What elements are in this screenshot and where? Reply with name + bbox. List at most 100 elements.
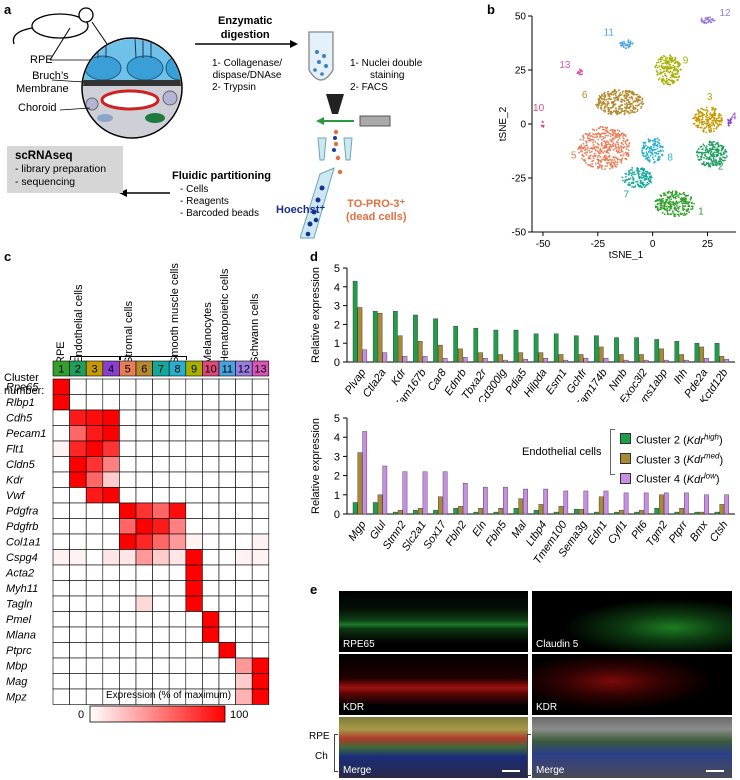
tsne-point	[629, 103, 632, 106]
heatmap-cell	[202, 425, 220, 442]
tsne-point	[597, 99, 600, 102]
tsne-point	[597, 138, 599, 141]
tsne-y-tick-label: -50	[512, 228, 527, 239]
heatmap-cell	[251, 626, 270, 643]
tsne-point	[668, 190, 670, 193]
heatmap-cell	[218, 487, 236, 504]
tsne-cluster-6	[595, 88, 645, 116]
tsne-point	[691, 207, 694, 210]
tsne-point	[651, 139, 654, 142]
tsne-point	[593, 136, 595, 139]
heatmap-cell	[102, 502, 120, 519]
bar-bottom-y-tick-label: 2	[334, 471, 340, 483]
heatmap-cell	[251, 471, 270, 488]
tsne-point	[627, 183, 629, 186]
heatmap-cell	[218, 595, 236, 612]
heatmap-cell	[119, 533, 137, 550]
tsne-point	[625, 102, 628, 105]
heatmap-cell	[85, 425, 104, 442]
heatmap-cell	[135, 440, 153, 457]
tsne-point	[698, 118, 701, 120]
heatmap-cell	[235, 394, 253, 411]
tsne-point	[622, 137, 625, 140]
bar-bottom-bar	[654, 508, 660, 515]
tsne-point	[592, 157, 595, 160]
tsne-point	[635, 104, 637, 107]
tsne-point	[620, 149, 623, 152]
gene-label-Kdr: Kdr	[6, 475, 24, 487]
tsne-point	[673, 194, 676, 196]
tsne-point	[630, 174, 633, 177]
tsne-point	[710, 18, 713, 21]
heatmap-cell	[52, 688, 70, 705]
tsne-point	[674, 208, 677, 211]
tsne-point	[631, 109, 634, 112]
tsne-point	[676, 61, 679, 64]
bar-top-bar	[533, 333, 539, 363]
bar-top-category-label: Esm1	[544, 367, 570, 397]
heatmap-cell	[69, 502, 87, 519]
panel-b-label: b	[487, 2, 495, 17]
tsne-point	[622, 99, 624, 101]
tsne-point	[676, 202, 679, 205]
tsne-point	[633, 108, 635, 111]
tsne-point	[663, 213, 666, 216]
bar-top-bar	[503, 359, 508, 363]
bar-bottom-bar	[417, 508, 423, 515]
tsne-point	[710, 114, 713, 117]
tsne-point	[628, 91, 630, 94]
heatmap-cell	[152, 673, 170, 690]
tsne-point	[599, 96, 601, 99]
fluidic-item-reagents: - Reagents	[180, 196, 229, 207]
heatmap-cell	[251, 533, 270, 550]
tsne-point	[594, 133, 597, 135]
tsne-point	[632, 106, 635, 108]
heatmap-cell	[168, 487, 187, 504]
tsne-point	[589, 147, 591, 150]
tsne-point	[640, 176, 643, 179]
tsne-point	[597, 127, 600, 130]
tsne-point	[646, 170, 649, 173]
tsne-point	[705, 157, 708, 160]
tsne-point	[633, 111, 636, 114]
tsne-point	[618, 96, 620, 98]
tsne-point	[592, 141, 594, 144]
tsne-point	[715, 119, 718, 122]
tsne-point	[657, 157, 660, 160]
tsne-point	[628, 103, 630, 106]
bar-bottom-bar	[724, 494, 729, 515]
tsne-point	[608, 132, 610, 134]
tsne-point	[669, 65, 671, 67]
image-label-kdr-right: KDR	[536, 702, 558, 713]
tsne-point	[674, 190, 677, 193]
heatmap-cell	[52, 580, 70, 597]
tsne-point	[627, 39, 630, 42]
tsne-point	[664, 203, 666, 206]
tsne-point	[660, 80, 663, 83]
tsne-point	[610, 162, 612, 165]
tsne-point	[606, 103, 609, 105]
tsne-point	[581, 153, 584, 156]
tsne-point	[638, 185, 640, 188]
tsne-point	[660, 58, 663, 61]
tsne-point	[673, 62, 676, 65]
tsne-point	[714, 148, 716, 151]
tsne-point	[585, 140, 588, 143]
choroid-label: Choroid	[18, 102, 57, 114]
tsne-point	[606, 130, 609, 133]
bar-top-bar	[422, 356, 428, 363]
tsne-point	[601, 168, 603, 170]
tsne-y-tick-label: 25	[515, 66, 527, 77]
tsne-point	[696, 154, 699, 157]
heatmap-cell	[135, 518, 153, 535]
heatmap-cell	[102, 487, 120, 504]
tsne-point	[641, 168, 643, 171]
heatmap-cell	[235, 580, 253, 597]
tsne-point	[703, 120, 705, 123]
tsne-cluster-8	[641, 137, 665, 164]
tsne-point	[615, 94, 617, 97]
heatmap-cell	[52, 626, 70, 643]
bar-bottom-bar	[393, 511, 398, 515]
tsne-point	[631, 167, 634, 169]
bar-bottom-bar	[684, 492, 689, 515]
